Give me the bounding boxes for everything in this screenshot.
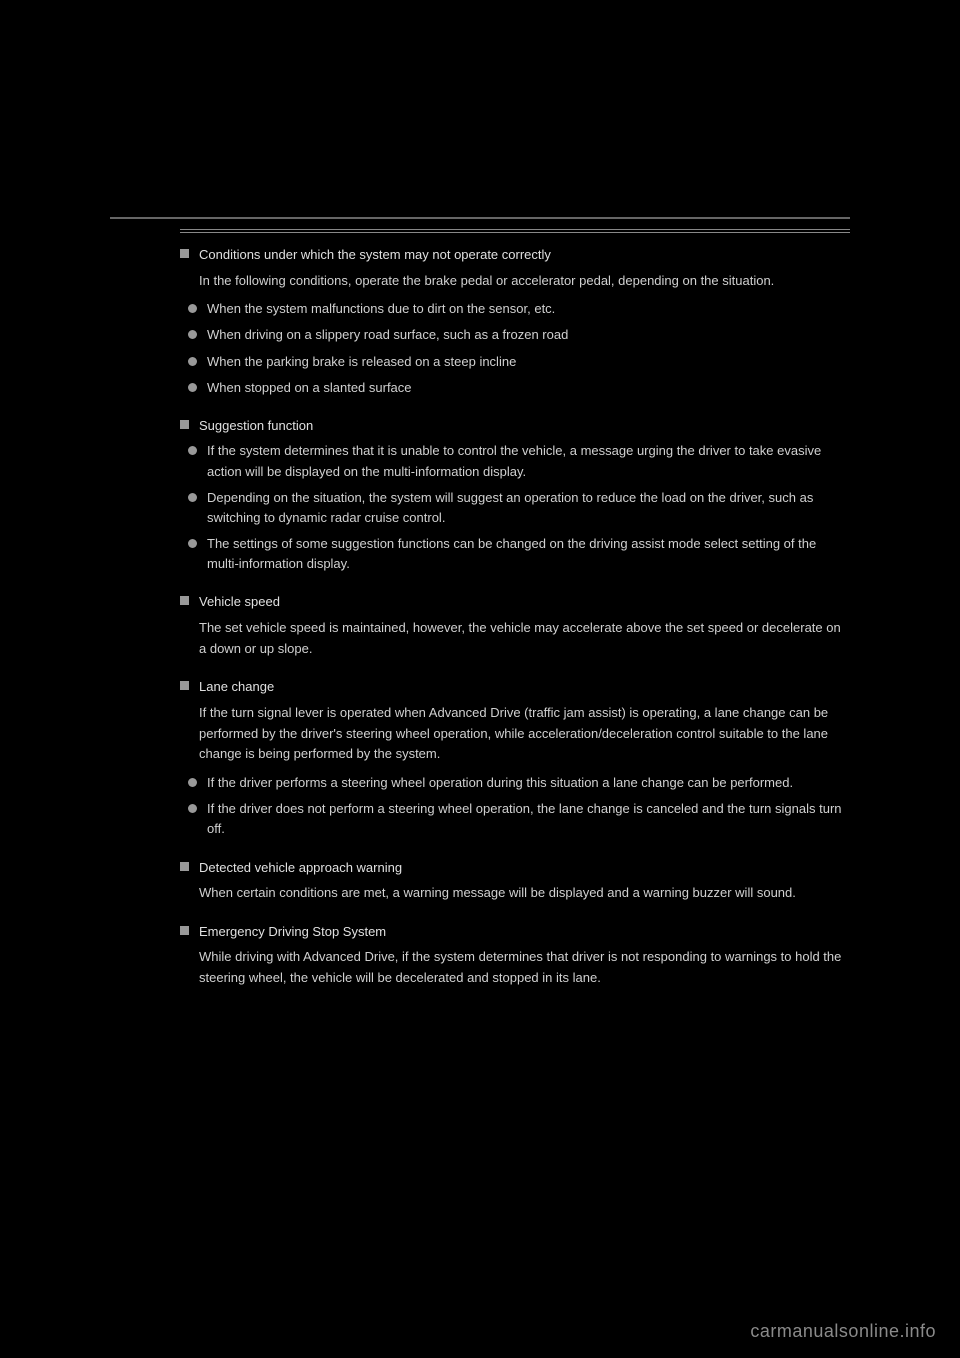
- list-item: When stopped on a slanted surface: [188, 378, 850, 398]
- section-emergency: Emergency Driving Stop System While driv…: [180, 922, 850, 989]
- round-bullet-icon: [188, 446, 197, 455]
- section-body: In the following conditions, operate the…: [199, 271, 850, 292]
- section-body: The set vehicle speed is maintained, how…: [199, 618, 850, 660]
- square-bullet-icon: [180, 862, 189, 871]
- bullet-text: When stopped on a slanted surface: [207, 378, 412, 398]
- round-bullet-icon: [188, 330, 197, 339]
- content-box: Conditions under which the system may no…: [180, 229, 850, 989]
- bullet-text: When driving on a slippery road surface,…: [207, 325, 568, 345]
- section-head: Conditions under which the system may no…: [180, 245, 850, 265]
- round-bullet-icon: [188, 778, 197, 787]
- section-lanechange: Lane change If the turn signal lever is …: [180, 677, 850, 839]
- section-title: Conditions under which the system may no…: [199, 245, 551, 265]
- round-bullet-icon: [188, 383, 197, 392]
- section-warning: Detected vehicle approach warning When c…: [180, 858, 850, 904]
- section-conditions: Conditions under which the system may no…: [180, 245, 850, 398]
- section-suggestion: Suggestion function If the system determ…: [180, 416, 850, 574]
- list-item: Depending on the situation, the system w…: [188, 488, 850, 528]
- section-title: Detected vehicle approach warning: [199, 858, 402, 878]
- section-head: Vehicle speed: [180, 592, 850, 612]
- list-item: If the system determines that it is unab…: [188, 441, 850, 481]
- bullet-text: When the parking brake is released on a …: [207, 352, 516, 372]
- watermark-text: carmanualsonline.info: [750, 1321, 936, 1342]
- section-head: Lane change: [180, 677, 850, 697]
- square-bullet-icon: [180, 596, 189, 605]
- list-item: When the system malfunctions due to dirt…: [188, 299, 850, 319]
- section-title: Lane change: [199, 677, 274, 697]
- section-body: While driving with Advanced Drive, if th…: [199, 947, 850, 989]
- square-bullet-icon: [180, 926, 189, 935]
- bullet-text: Depending on the situation, the system w…: [207, 488, 850, 528]
- square-bullet-icon: [180, 681, 189, 690]
- section-head: Suggestion function: [180, 416, 850, 436]
- round-bullet-icon: [188, 539, 197, 548]
- list-item: If the driver performs a steering wheel …: [188, 773, 850, 793]
- bullet-text: When the system malfunctions due to dirt…: [207, 299, 555, 319]
- section-head: Detected vehicle approach warning: [180, 858, 850, 878]
- bullet-text: If the driver does not perform a steerin…: [207, 799, 850, 839]
- section-title: Emergency Driving Stop System: [199, 922, 386, 942]
- square-bullet-icon: [180, 249, 189, 258]
- round-bullet-icon: [188, 804, 197, 813]
- section-title: Vehicle speed: [199, 592, 280, 612]
- round-bullet-icon: [188, 493, 197, 502]
- section-head: Emergency Driving Stop System: [180, 922, 850, 942]
- section-speed: Vehicle speed The set vehicle speed is m…: [180, 592, 850, 659]
- bullet-text: If the driver performs a steering wheel …: [207, 773, 793, 793]
- square-bullet-icon: [180, 420, 189, 429]
- bullet-text: If the system determines that it is unab…: [207, 441, 850, 481]
- list-item: When the parking brake is released on a …: [188, 352, 850, 372]
- bullet-list: If the driver performs a steering wheel …: [188, 773, 850, 839]
- round-bullet-icon: [188, 304, 197, 313]
- page-container: Conditions under which the system may no…: [0, 0, 960, 1047]
- section-body: When certain conditions are met, a warni…: [199, 883, 850, 904]
- bullet-list: If the system determines that it is unab…: [188, 441, 850, 574]
- round-bullet-icon: [188, 357, 197, 366]
- bullet-text: The settings of some suggestion function…: [207, 534, 850, 574]
- list-item: The settings of some suggestion function…: [188, 534, 850, 574]
- list-item: When driving on a slippery road surface,…: [188, 325, 850, 345]
- list-item: If the driver does not perform a steerin…: [188, 799, 850, 839]
- page-header: [110, 174, 850, 219]
- section-title: Suggestion function: [199, 416, 313, 436]
- bullet-list: When the system malfunctions due to dirt…: [188, 299, 850, 398]
- section-body: If the turn signal lever is operated whe…: [199, 703, 850, 765]
